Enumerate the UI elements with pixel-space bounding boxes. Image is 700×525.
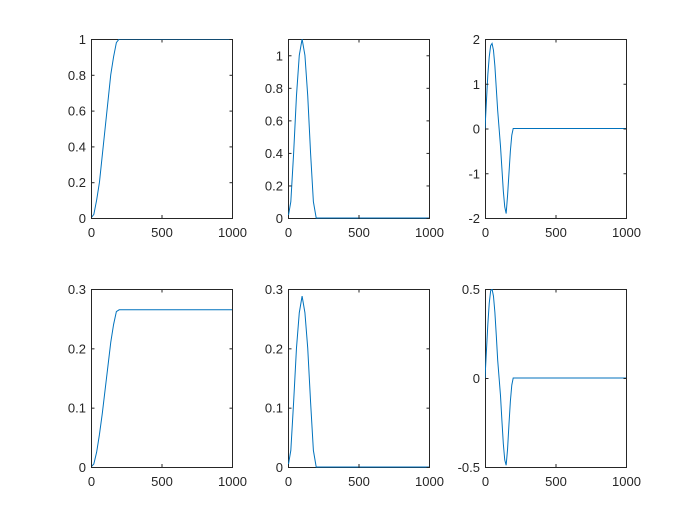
y-tick-label: -0.5	[458, 460, 480, 475]
y-tick-label: 0.4	[265, 146, 283, 161]
y-tick-label: 1	[473, 77, 480, 92]
subplot-5: 0 500 1000 0 0.1 0.2 0.3	[265, 282, 444, 489]
y-tick-label: 0.3	[265, 282, 283, 297]
y-tick-label: -1	[468, 166, 480, 181]
subplot-1: 0 500 1000 0 0.2 0.4 0.6 0.8 1	[68, 32, 247, 240]
y-tick-label: 0.5	[462, 282, 480, 297]
x-tick-label: 0	[285, 225, 292, 240]
y-tick-label: 0.2	[68, 341, 86, 356]
x-tick-label: 0	[482, 474, 489, 489]
y-tick-label: 0.6	[68, 104, 86, 119]
y-tick-label: 0	[473, 122, 480, 137]
y-tick-label: 0.4	[68, 139, 86, 154]
series-line	[91, 39, 232, 219]
subplot-6: 0 500 1000-0.500.5	[458, 282, 641, 489]
subplot-2: 0 500 1000 0 0.2 0.4 0.6 0.8 1	[265, 39, 444, 240]
x-tick-label: 500	[348, 225, 370, 240]
y-tick-label: 0.2	[265, 341, 283, 356]
y-tick-label: 0	[276, 211, 283, 226]
axes-box	[91, 39, 233, 219]
y-tick-label: 0	[276, 460, 283, 475]
series-line	[485, 289, 626, 466]
y-tick-label: -2	[468, 211, 480, 226]
axes-box	[91, 289, 233, 468]
series-line	[288, 39, 429, 219]
y-tick-label: 0.1	[68, 401, 86, 416]
y-tick-label: 0.8	[68, 68, 86, 83]
x-tick-label: 500	[151, 225, 173, 240]
x-tick-label: 1000	[612, 474, 641, 489]
x-tick-label: 0	[88, 474, 95, 489]
x-tick-label: 0	[88, 225, 95, 240]
series-line	[485, 42, 626, 214]
y-tick-label: 0	[79, 211, 86, 226]
subplot-3: 0 500 1000 -2 -1 0 1 2	[468, 32, 641, 240]
y-tick-label: 0	[473, 371, 480, 386]
y-tick-label: 1	[79, 32, 86, 47]
y-tick-label: 0	[79, 460, 86, 475]
x-tick-label: 500	[151, 474, 173, 489]
y-tick-label: 0.8	[265, 81, 283, 96]
x-tick-label: 500	[348, 474, 370, 489]
x-tick-label: 1000	[612, 225, 641, 240]
x-tick-label: 1000	[218, 474, 247, 489]
x-tick-label: 500	[545, 225, 567, 240]
x-tick-label: 1000	[415, 474, 444, 489]
x-tick-label: 500	[545, 474, 567, 489]
y-tick-label: 0.6	[265, 113, 283, 128]
subplot-4: 0 500 1000 0 0.1 0.2 0.3	[68, 282, 247, 489]
y-tick-label: 1	[276, 48, 283, 63]
x-tick-label: 1000	[415, 225, 444, 240]
y-tick-label: 2	[473, 32, 480, 47]
y-tick-label: 0.2	[68, 175, 86, 190]
axes-box	[288, 289, 430, 468]
series-line	[288, 296, 429, 468]
x-tick-label: 0	[285, 474, 292, 489]
y-tick-label: 0.2	[265, 178, 283, 193]
x-tick-label: 0	[482, 225, 489, 240]
y-tick-label: 0.3	[68, 282, 86, 297]
x-tick-label: 1000	[218, 225, 247, 240]
y-tick-label: 0.1	[265, 401, 283, 416]
series-line	[91, 309, 232, 468]
